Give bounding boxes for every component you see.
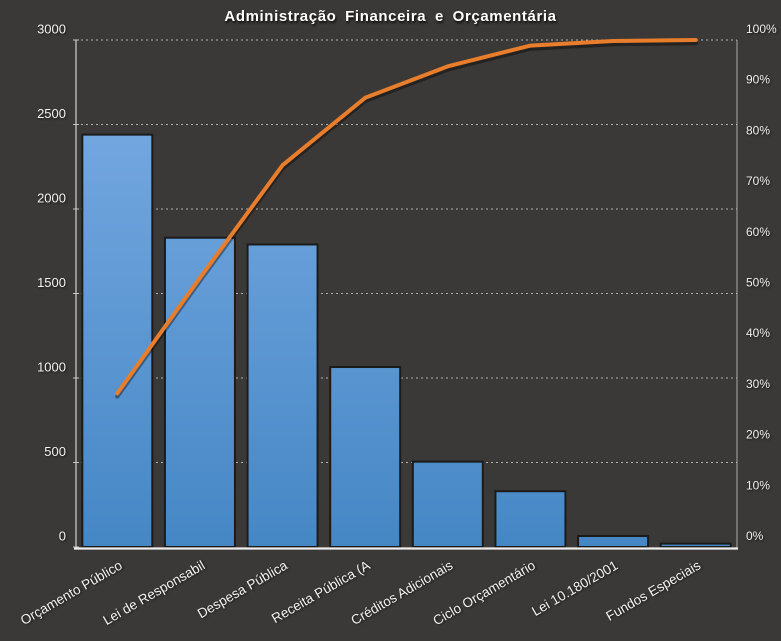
y-axis-left-label: 2000: [37, 191, 66, 206]
y-axis-left-label: 1500: [37, 275, 66, 290]
y-axis-left-label: 3000: [37, 22, 66, 37]
pareto-bar: [81, 133, 154, 548]
pareto-bar: [494, 490, 567, 549]
y-axis-right-label: 0%: [746, 529, 764, 543]
pareto-bar: [577, 535, 650, 549]
chart-title: Administração Financeira e Orçamentária: [224, 8, 557, 25]
y-axis-right-labels: 0% 10% 20% 30% 40% 50% 60% 70% 80% 90% 100%: [746, 22, 777, 543]
pareto-bar: [163, 236, 236, 548]
y-axis-right-label: 50%: [746, 276, 770, 290]
y-axis-right-label: 70%: [746, 174, 770, 188]
y-axis-right-label: 80%: [746, 123, 770, 137]
y-axis-right-label: 90%: [746, 73, 770, 87]
y-axis-left-label: 0: [59, 529, 66, 544]
pareto-bar: [411, 460, 484, 548]
pareto-bar: [246, 243, 319, 549]
y-axis-right-label: 20%: [746, 428, 770, 442]
cumulative-line-series: [115, 38, 698, 399]
y-axis-left-labels: 0 500 1000 1500 2000 2500 3000: [37, 22, 66, 544]
cumulative-line: [115, 38, 698, 396]
y-axis-right-label: 10%: [746, 478, 770, 492]
pareto-bar: [329, 366, 402, 549]
y-axis-left-label: 500: [44, 444, 66, 459]
axes: [73, 39, 738, 550]
y-axis-left-label: 1000: [37, 360, 66, 375]
y-axis-right-label: 30%: [746, 377, 770, 391]
pareto-bar: [659, 542, 732, 548]
y-axis-right-label: 100%: [746, 22, 777, 36]
y-axis-right-label: 40%: [746, 326, 770, 340]
y-axis-right-label: 60%: [746, 225, 770, 239]
y-axis-left-label: 2500: [37, 106, 66, 121]
gridlines: [76, 39, 737, 463]
bar-series: [81, 133, 732, 549]
